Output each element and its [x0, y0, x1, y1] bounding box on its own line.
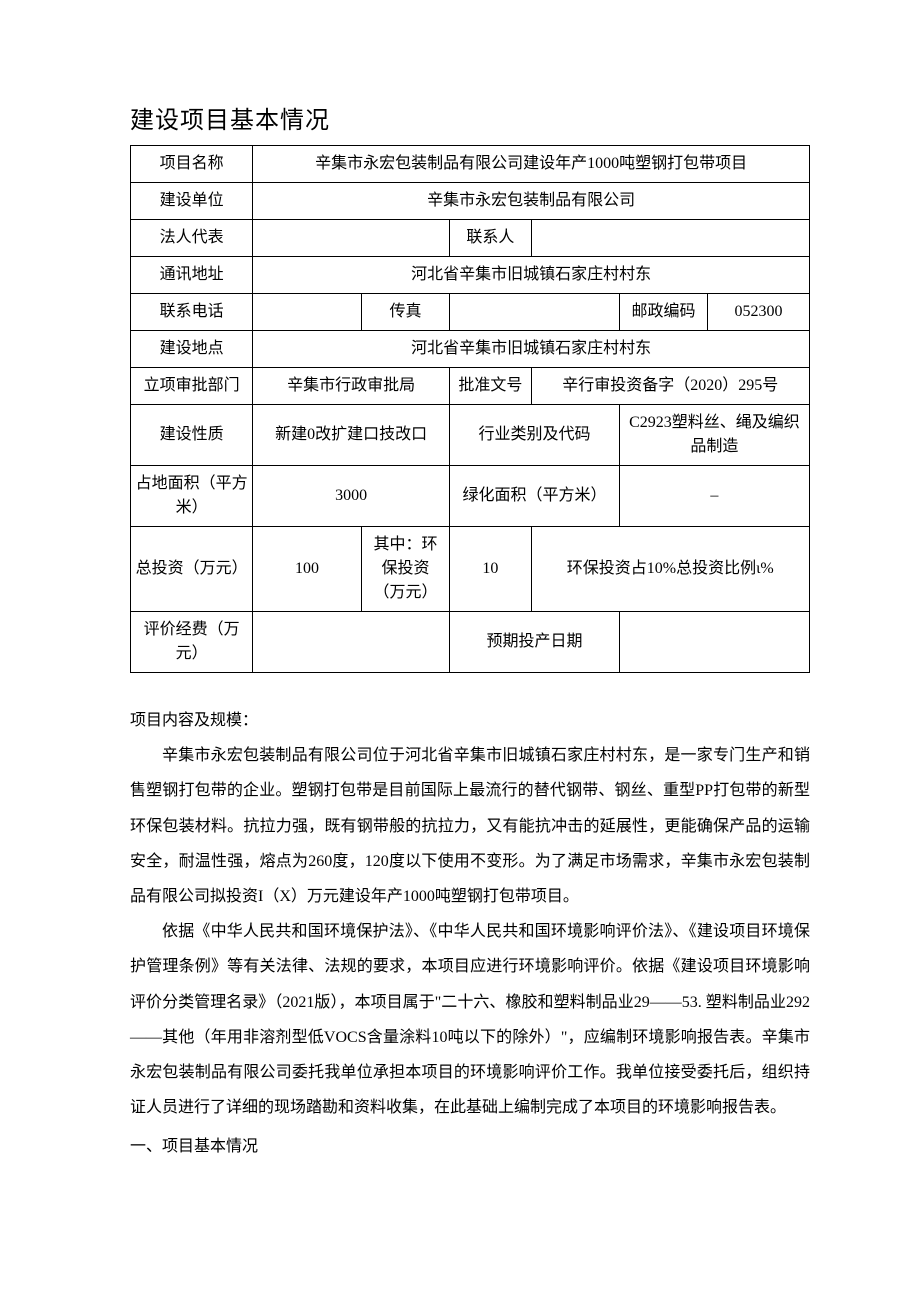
body-paragraph: 辛集市永宏包装制品有限公司位于河北省辛集市旧城镇石家庄村村东，是一家专门生产和销…	[130, 738, 810, 914]
table-row: 建设地点 河北省辛集市旧城镇石家庄村村东	[131, 331, 810, 368]
cell-label: 行业类别及代码	[450, 405, 620, 466]
cell-label: 总投资（万元）	[131, 527, 253, 612]
cell-value: 辛集市永宏包装制品有限公司	[253, 183, 810, 220]
table-row: 总投资（万元） 100 其中：环保投资（万元） 10 环保投资占10%总投资比例…	[131, 527, 810, 612]
cell-value: 河北省辛集市旧城镇石家庄村村东	[253, 257, 810, 294]
cell-value: 辛集市行政审批局	[253, 368, 450, 405]
project-info-table: 项目名称 辛集市永宏包装制品有限公司建设年产1000吨塑钢打包带项目 建设单位 …	[130, 145, 810, 673]
cell-value	[253, 294, 362, 331]
cell-label: 通讯地址	[131, 257, 253, 294]
cell-value: 辛行审投资备字（2020）295号	[531, 368, 809, 405]
table-row: 联系电话 传真 邮政编码 052300	[131, 294, 810, 331]
document-page: 建设项目基本情况 项目名称 辛集市永宏包装制品有限公司建设年产1000吨塑钢打包…	[0, 0, 920, 1224]
cell-label: 联系人	[450, 220, 531, 257]
cell-label: 建设单位	[131, 183, 253, 220]
table-row: 建设性质 新建0改扩建口技改口 行业类别及代码 C2923塑料丝、绳及编织品制造	[131, 405, 810, 466]
body-text-block: 项目内容及规模： 辛集市永宏包装制品有限公司位于河北省辛集市旧城镇石家庄村村东，…	[130, 703, 810, 1164]
cell-label: 传真	[361, 294, 449, 331]
cell-value	[253, 220, 450, 257]
cell-label: 环保投资占10%总投资比例ι%	[531, 527, 809, 612]
section-heading: 一、项目基本情况	[130, 1129, 810, 1164]
cell-value	[619, 612, 809, 673]
cell-value	[531, 220, 809, 257]
cell-label: 立项审批部门	[131, 368, 253, 405]
table-row: 立项审批部门 辛集市行政审批局 批准文号 辛行审投资备字（2020）295号	[131, 368, 810, 405]
cell-label: 法人代表	[131, 220, 253, 257]
cell-label: 绿化面积（平方米）	[450, 466, 620, 527]
table-row: 占地面积（平方米） 3000 绿化面积（平方米） –	[131, 466, 810, 527]
cell-label: 预期投产日期	[450, 612, 620, 673]
table-row: 法人代表 联系人	[131, 220, 810, 257]
cell-label: 评价经费（万元）	[131, 612, 253, 673]
cell-value: C2923塑料丝、绳及编织品制造	[619, 405, 809, 466]
cell-value: –	[619, 466, 809, 527]
cell-label: 建设地点	[131, 331, 253, 368]
cell-value: 辛集市永宏包装制品有限公司建设年产1000吨塑钢打包带项目	[253, 146, 810, 183]
cell-value: 河北省辛集市旧城镇石家庄村村东	[253, 331, 810, 368]
table-row: 评价经费（万元） 预期投产日期	[131, 612, 810, 673]
cell-label: 其中：环保投资（万元）	[361, 527, 449, 612]
table-row: 项目名称 辛集市永宏包装制品有限公司建设年产1000吨塑钢打包带项目	[131, 146, 810, 183]
cell-label: 建设性质	[131, 405, 253, 466]
cell-value: 10	[450, 527, 531, 612]
body-heading: 项目内容及规模：	[130, 703, 810, 738]
table-row: 通讯地址 河北省辛集市旧城镇石家庄村村东	[131, 257, 810, 294]
cell-value: 052300	[708, 294, 810, 331]
cell-label: 联系电话	[131, 294, 253, 331]
cell-value	[253, 612, 450, 673]
cell-label: 批准文号	[450, 368, 531, 405]
cell-label: 项目名称	[131, 146, 253, 183]
table-row: 建设单位 辛集市永宏包装制品有限公司	[131, 183, 810, 220]
page-title: 建设项目基本情况	[130, 100, 810, 135]
cell-value: 新建0改扩建口技改口	[253, 405, 450, 466]
body-paragraph: 依据《中华人民共和国环境保护法》、《中华人民共和国环境影响评价法》、《建设项目环…	[130, 914, 810, 1125]
cell-value: 100	[253, 527, 362, 612]
cell-value: 3000	[253, 466, 450, 527]
cell-label: 占地面积（平方米）	[131, 466, 253, 527]
cell-label: 邮政编码	[619, 294, 707, 331]
cell-value	[450, 294, 620, 331]
